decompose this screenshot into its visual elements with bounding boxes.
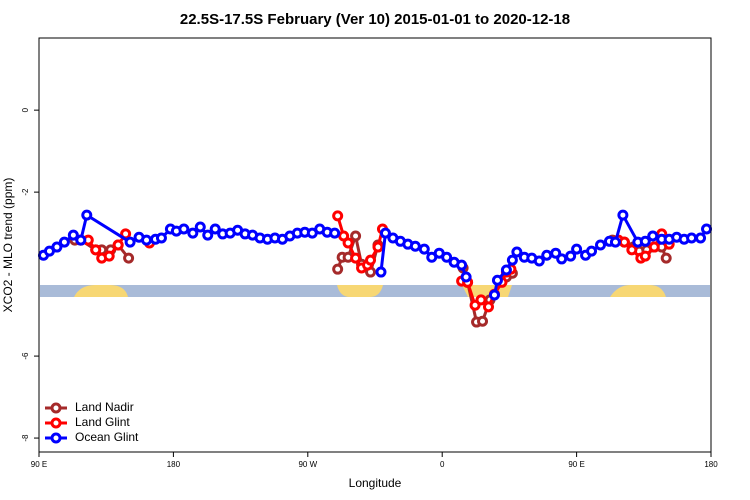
point <box>482 301 494 313</box>
point <box>477 315 489 327</box>
point <box>565 250 577 262</box>
point <box>187 227 199 239</box>
x-axis-label: Longitude <box>349 476 402 490</box>
y-tick-label: -2 <box>21 188 30 196</box>
point <box>372 241 384 253</box>
point <box>626 244 638 256</box>
legend-label: Ocean Glint <box>75 430 139 444</box>
point <box>209 223 221 235</box>
point <box>541 249 553 261</box>
x-tick-label: 90 E <box>31 460 47 469</box>
point <box>475 294 487 306</box>
point <box>365 254 377 266</box>
point <box>332 263 344 275</box>
point <box>350 252 362 264</box>
point <box>701 223 713 235</box>
point <box>124 236 136 248</box>
point <box>441 251 453 263</box>
point <box>460 271 472 283</box>
point <box>103 250 115 262</box>
legend-label: Land Glint <box>75 415 130 429</box>
point <box>375 266 387 278</box>
x-tick-label: 90 W <box>298 460 317 469</box>
point <box>67 229 79 241</box>
point <box>491 274 503 286</box>
x-tick-label: 180 <box>704 460 718 469</box>
point <box>178 223 190 235</box>
point <box>488 289 500 301</box>
point <box>141 234 153 246</box>
point <box>695 232 707 244</box>
point <box>379 227 391 239</box>
point <box>500 264 512 276</box>
point <box>639 250 651 262</box>
point <box>418 243 430 255</box>
point <box>647 230 659 242</box>
chart-title: 22.5S-17.5S February (Ver 10) 2015-01-01… <box>180 11 570 28</box>
point <box>556 253 568 265</box>
point <box>90 244 102 256</box>
x-tick-label: 180 <box>167 460 181 469</box>
point <box>81 209 93 221</box>
y-tick-label: 0 <box>21 107 30 112</box>
legend-label: Land Nadir <box>75 400 134 414</box>
y-axis-label: XCO2 - MLO trend (ppm) <box>1 178 15 313</box>
point <box>617 209 629 221</box>
land-patch <box>337 285 383 297</box>
land-patch <box>74 285 128 297</box>
land-patch <box>610 285 666 297</box>
point <box>329 227 341 239</box>
point <box>586 245 598 257</box>
y-tick-label: -6 <box>21 352 30 360</box>
legend-marker <box>50 432 62 444</box>
point <box>571 243 583 255</box>
point <box>618 236 630 248</box>
point <box>202 229 214 241</box>
legend-marker <box>50 402 62 414</box>
point <box>332 210 344 222</box>
point <box>609 236 621 248</box>
point <box>686 232 698 244</box>
point <box>533 255 545 267</box>
point <box>660 252 672 264</box>
point <box>112 239 124 251</box>
plot-frame <box>38 37 712 453</box>
surface-strip <box>40 285 710 297</box>
point <box>155 232 167 244</box>
x-tick-label: 90 E <box>568 460 584 469</box>
point <box>123 252 135 264</box>
point <box>75 234 87 246</box>
legend-marker <box>50 417 62 429</box>
point <box>194 221 206 233</box>
point <box>511 246 523 258</box>
point <box>342 237 354 249</box>
point <box>648 241 660 253</box>
point <box>639 235 651 247</box>
x-tick-label: 0 <box>440 460 445 469</box>
point <box>51 241 63 253</box>
point <box>456 259 468 271</box>
point <box>58 236 70 248</box>
point <box>506 254 518 266</box>
point <box>594 239 606 251</box>
plot-area <box>37 209 713 328</box>
point <box>350 230 362 242</box>
point <box>409 240 421 252</box>
y-tick-label: -8 <box>21 434 30 442</box>
